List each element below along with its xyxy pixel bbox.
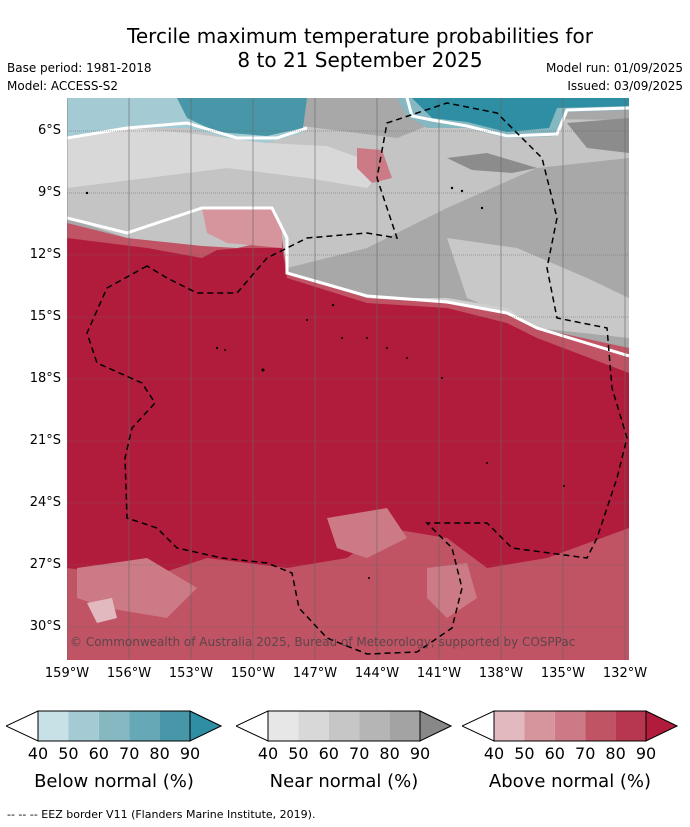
- copyright-notice: © Commonwealth of Australia 2025, Bureau…: [70, 635, 575, 649]
- tick-label: 40: [483, 744, 505, 763]
- below-swatch: [159, 711, 190, 741]
- above-swatch: [615, 711, 646, 741]
- below-swatch: [38, 711, 69, 741]
- tick-label: 60: [318, 744, 339, 763]
- meta-right: Model run: 01/09/2025 Issued: 03/09/2025: [546, 59, 683, 95]
- lon-label: 138°W: [478, 666, 524, 681]
- above-normal-title: Above normal (%): [488, 771, 652, 792]
- lat-label: 6°S: [37, 123, 61, 138]
- below-normal-title: Below normal (%): [34, 771, 194, 792]
- near-normal-colorbar: [236, 710, 452, 742]
- tick-label: 90: [179, 744, 201, 763]
- lon-label: 153°W: [168, 666, 214, 681]
- above-normal-colorbar: [462, 710, 678, 742]
- near-swatch: [298, 711, 329, 741]
- above-swatch: [524, 711, 555, 741]
- lat-label: 12°S: [29, 247, 61, 262]
- below-swatch-max: [189, 710, 222, 742]
- above-normal-60-patch-s: [327, 508, 407, 558]
- lat-label: 21°S: [29, 433, 61, 448]
- lon-label: 135°W: [540, 666, 586, 681]
- forecast-map: © Commonwealth of Australia 2025, Bureau…: [67, 98, 629, 660]
- tick-label: 40: [27, 744, 49, 763]
- tick-label: 70: [349, 744, 370, 763]
- above-swatch-max: [645, 710, 678, 742]
- tick-label: 90: [409, 744, 431, 763]
- tick-label: 80: [149, 744, 170, 763]
- above-swatch: [554, 711, 586, 741]
- above-normal-40-patch: [87, 598, 117, 623]
- lat-label: 9°S: [37, 185, 61, 200]
- above-swatch: [585, 711, 616, 741]
- tick-label: 50: [288, 744, 309, 763]
- islands: [85, 186, 565, 579]
- above-normal-60-patch-s2: [427, 563, 477, 618]
- near-swatch: [359, 711, 390, 741]
- issue-date: Issued: 03/09/2025: [567, 79, 683, 93]
- tick-label: 80: [379, 744, 400, 763]
- lon-label: 144°W: [354, 666, 400, 681]
- lat-label: 15°S: [29, 309, 61, 324]
- tick-label: 60: [88, 744, 109, 763]
- near-swatch: [268, 711, 299, 741]
- map-grid: [67, 98, 629, 660]
- near-swatch-max: [419, 710, 452, 742]
- above-normal-50-patch: [202, 208, 282, 248]
- lon-label: 159°W: [44, 666, 90, 681]
- lat-label: 27°S: [29, 557, 61, 572]
- chart-title-line-1: Tercile maximum temperature probabilitie…: [127, 24, 593, 48]
- tercile-boundary-north: [67, 121, 308, 140]
- tick-label: 90: [635, 744, 657, 763]
- below-normal-colorbar: [6, 710, 222, 742]
- eez-footnote: -- -- -- EEZ border V11 (Flanders Marine…: [7, 808, 316, 821]
- below-normal-80-region: [177, 98, 307, 136]
- above-normal-90-region: [67, 238, 629, 578]
- lon-label: 132°W: [602, 666, 648, 681]
- lon-label: 141°W: [416, 666, 462, 681]
- below-swatch: [129, 711, 160, 741]
- near-swatch: [328, 711, 360, 741]
- tick-label: 40: [257, 744, 279, 763]
- chart-title-line-2: 8 to 21 September 2025: [237, 48, 483, 72]
- model-run: Model run: 01/09/2025: [545, 61, 683, 75]
- below-swatch: [98, 711, 130, 741]
- tick-label: 70: [575, 744, 596, 763]
- near-swatch: [389, 711, 420, 741]
- tick-label: 80: [605, 744, 626, 763]
- lon-label: 150°W: [230, 666, 276, 681]
- lat-label: 24°S: [29, 495, 61, 510]
- above-normal-60-patch: [357, 148, 392, 183]
- tercile-boundary-south: [67, 206, 629, 358]
- tick-label: 50: [58, 744, 79, 763]
- tick-label: 70: [119, 744, 140, 763]
- near-normal-title: Near normal (%): [269, 771, 419, 792]
- near-normal-80-patch: [447, 153, 537, 173]
- lat-label: 30°S: [29, 619, 61, 634]
- near-normal-50-band: [67, 128, 387, 188]
- above-swatch: [494, 711, 525, 741]
- tick-label: 50: [514, 744, 535, 763]
- lon-label: 147°W: [292, 666, 338, 681]
- near-normal-60-band-east: [447, 238, 629, 338]
- near-normal-80-patch-east: [567, 118, 629, 153]
- base-period: Base period: 1981-2018: [7, 61, 152, 75]
- tick-label: 60: [544, 744, 565, 763]
- lat-label: 18°S: [29, 371, 61, 386]
- lon-label: 156°W: [106, 666, 152, 681]
- eez-borders: [86, 102, 628, 655]
- meta-left: Base period: 1981-2018 Model: ACCESS-S2: [7, 59, 152, 95]
- model-name: Model: ACCESS-S2: [7, 79, 119, 93]
- map-canvas: © Commonwealth of Australia 2025, Bureau…: [67, 98, 629, 660]
- below-swatch: [68, 711, 99, 741]
